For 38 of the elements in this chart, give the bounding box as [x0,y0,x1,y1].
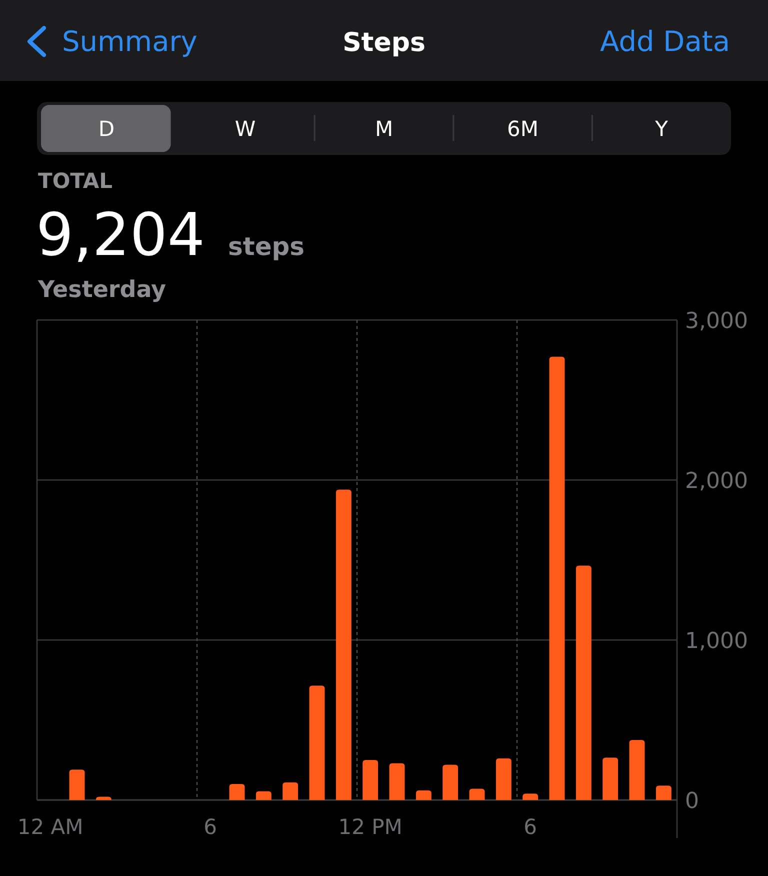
bar [416,790,432,800]
bar [549,356,565,800]
bar [336,490,352,800]
bar [602,758,618,800]
bar [496,758,512,800]
bar [389,763,405,800]
bar [576,566,592,800]
bar [656,786,672,800]
bar [469,788,485,800]
text: Yesterday [37,277,166,303]
bar [629,740,645,800]
x-tick-label: 12 PM [338,815,402,839]
text: TOTAL [38,169,113,193]
y-tick-label: 2,000 [685,468,748,494]
text: Y [654,117,668,141]
text: Add Data [600,25,730,58]
text: W [234,117,256,141]
bar [229,784,245,800]
y-tick-label: 1,000 [685,628,748,654]
bar [309,686,325,800]
x-tick-label: 12 AM [17,815,84,839]
x-tick-label: 6 [524,815,538,839]
text: Summary [62,25,198,58]
bar [522,794,538,800]
bar [442,764,458,800]
text: M [374,117,394,141]
bar [256,791,272,800]
x-tick-label: 6 [204,815,218,839]
bar [282,782,298,800]
text: D [98,117,114,141]
chart-title: Steps [342,28,426,58]
y-tick-label: 0 [685,788,699,814]
y-tick-label: 3,000 [685,308,748,334]
text: 6M [507,117,539,141]
bar [69,770,85,800]
bar [362,760,378,800]
text: steps [228,232,305,261]
text: 9,204 [36,200,205,269]
